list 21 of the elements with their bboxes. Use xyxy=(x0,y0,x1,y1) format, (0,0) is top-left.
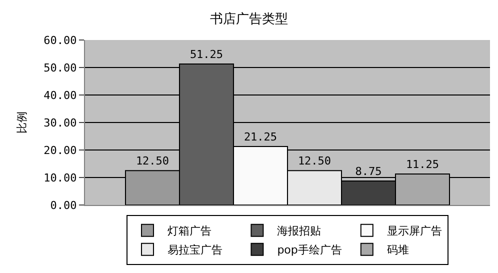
chart-title: 书店广告类型 xyxy=(210,10,288,27)
y-tick-label: 10.00 xyxy=(44,171,77,184)
y-tick-label: 40.00 xyxy=(44,88,77,102)
data-label: 12.50 xyxy=(136,154,170,168)
data-label: 21.25 xyxy=(244,130,278,144)
legend-label: 易拉宝广告 xyxy=(168,244,222,257)
data-label: 51.25 xyxy=(190,48,224,62)
y-axis-title: 比例 xyxy=(15,112,28,134)
data-label: 11.25 xyxy=(406,158,440,172)
y-tick-label: 60.00 xyxy=(44,34,77,47)
y-tick-label: 30.00 xyxy=(44,116,77,130)
legend-label: 显示屏广告 xyxy=(386,224,442,238)
legend-label: pop手绘广告 xyxy=(277,244,342,257)
y-tick-label: 0.00 xyxy=(50,198,77,212)
y-tick-label: 50.00 xyxy=(44,61,77,74)
legend-label: 海报招贴 xyxy=(277,224,322,238)
legend-label: 码堆 xyxy=(386,244,409,257)
data-label: 12.50 xyxy=(298,154,332,168)
y-tick-label: 20.00 xyxy=(44,144,77,157)
legend-label: 灯箱广告 xyxy=(168,224,212,238)
data-label: 8.75 xyxy=(355,164,382,178)
